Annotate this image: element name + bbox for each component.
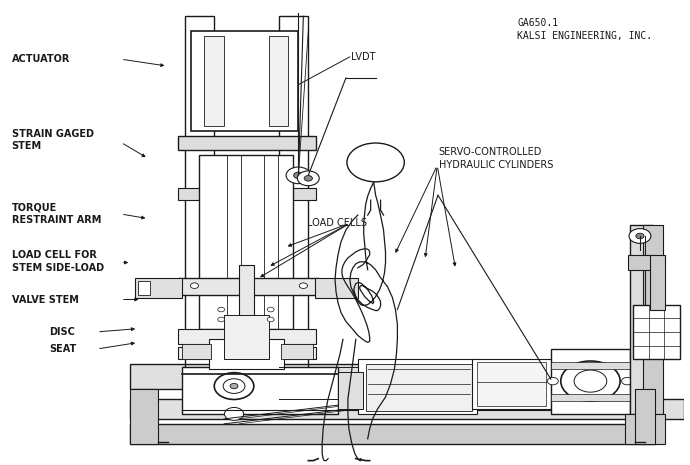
Bar xyxy=(130,389,158,444)
Text: STRAIN GAGED
STEM: STRAIN GAGED STEM xyxy=(12,129,94,152)
Bar xyxy=(177,278,318,295)
Text: ACTUATOR: ACTUATOR xyxy=(12,54,70,64)
Bar xyxy=(338,372,363,409)
Circle shape xyxy=(294,172,303,179)
Bar xyxy=(477,362,546,406)
Bar xyxy=(315,278,358,298)
Bar xyxy=(625,414,664,444)
Circle shape xyxy=(267,317,274,322)
Circle shape xyxy=(574,370,607,392)
Bar xyxy=(472,359,551,409)
Bar xyxy=(130,364,556,389)
Bar xyxy=(239,265,254,389)
Bar xyxy=(138,281,150,295)
Text: LVDT: LVDT xyxy=(351,52,375,62)
Bar xyxy=(224,314,268,359)
Bar xyxy=(279,16,308,389)
Bar xyxy=(268,36,288,126)
Circle shape xyxy=(297,171,319,186)
Bar xyxy=(181,344,211,359)
Circle shape xyxy=(304,176,313,181)
Bar xyxy=(177,136,316,151)
Bar xyxy=(204,36,224,126)
Bar xyxy=(199,155,293,329)
Bar xyxy=(633,305,680,359)
Circle shape xyxy=(347,143,404,182)
Text: VALVE STEM: VALVE STEM xyxy=(12,294,79,305)
Bar xyxy=(366,364,472,411)
Circle shape xyxy=(218,307,224,312)
Bar xyxy=(358,359,477,414)
Bar xyxy=(177,329,316,344)
Circle shape xyxy=(224,407,244,420)
Circle shape xyxy=(629,229,651,243)
Circle shape xyxy=(190,283,199,288)
Circle shape xyxy=(214,372,254,399)
Circle shape xyxy=(218,317,224,322)
Circle shape xyxy=(299,283,308,288)
Circle shape xyxy=(636,233,644,239)
Text: SEAT: SEAT xyxy=(49,344,77,354)
Bar xyxy=(643,225,662,414)
Bar xyxy=(130,399,684,419)
Text: GA650.1
KALSI ENGINEERING, INC.: GA650.1 KALSI ENGINEERING, INC. xyxy=(517,18,652,41)
Bar xyxy=(135,278,181,298)
Text: DISC: DISC xyxy=(49,327,75,337)
Circle shape xyxy=(223,379,245,393)
Bar xyxy=(181,367,338,414)
Circle shape xyxy=(230,384,238,389)
Bar xyxy=(635,389,655,444)
Text: LOAD CELLS: LOAD CELLS xyxy=(308,218,367,228)
Bar xyxy=(191,31,298,131)
Circle shape xyxy=(547,378,558,385)
Text: TORQUE
RESTRAINT ARM: TORQUE RESTRAINT ARM xyxy=(12,203,101,226)
Bar xyxy=(177,347,316,359)
Text: SERVO-CONTROLLED
HYDRAULIC CYLINDERS: SERVO-CONTROLLED HYDRAULIC CYLINDERS xyxy=(439,147,553,170)
Circle shape xyxy=(286,167,310,184)
Bar xyxy=(628,255,655,270)
Bar xyxy=(650,255,664,310)
Circle shape xyxy=(561,361,620,401)
Circle shape xyxy=(622,378,633,385)
Bar xyxy=(209,339,284,369)
Text: LOAD CELL FOR
STEM SIDE-LOAD: LOAD CELL FOR STEM SIDE-LOAD xyxy=(12,250,104,272)
Bar xyxy=(551,349,630,414)
Bar xyxy=(177,188,316,200)
Bar xyxy=(281,344,313,359)
Bar xyxy=(184,16,214,389)
Bar xyxy=(130,424,655,444)
Bar xyxy=(630,225,653,414)
Bar xyxy=(551,394,630,401)
Bar xyxy=(551,362,630,369)
Circle shape xyxy=(267,307,274,312)
